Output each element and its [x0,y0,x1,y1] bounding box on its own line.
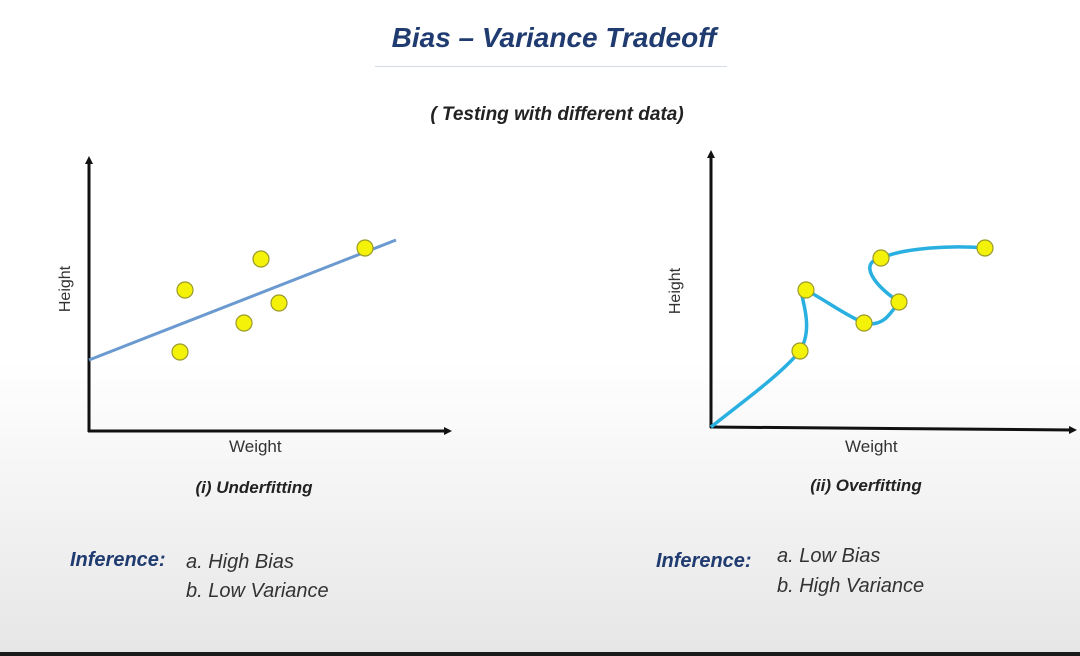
data-point [356,239,374,257]
left-inference-label: Inference: [70,549,166,571]
right-caption: (ii) Overfitting [810,476,922,495]
left-xlabel: Weight [229,437,282,456]
left-inference-item-b: b. Low Variance [186,580,329,602]
bottom-border [0,652,1080,656]
right-xlabel: Weight [845,437,898,456]
underfit-regression-line [88,238,397,362]
data-point [252,250,270,268]
overfitting-plot [707,150,1077,434]
data-point [872,249,890,267]
right-inference-item-b: b. High Variance [777,575,925,597]
data-point [270,294,288,312]
right-ylabel: Height [667,267,684,315]
data-point [797,281,815,299]
data-point [976,239,994,257]
underfitting-plot [85,156,452,435]
diagram-subtitle: ( Testing with different data) [430,104,684,125]
data-point [791,342,809,360]
left-inference-item-a: a. High Bias [186,551,294,573]
right-inference-label: Inference: [656,550,752,572]
data-point [855,314,873,332]
title-underline [375,66,727,67]
right-x-axis [709,425,1077,434]
overfit-curve [709,245,986,429]
diagram-title: Bias – Variance Tradeoff [391,22,717,53]
data-point [235,314,253,332]
data-point [171,343,189,361]
data-point [890,293,908,311]
right-inference-item-a: a. Low Bias [777,545,881,567]
data-point [176,281,194,299]
left-caption: (i) Underfitting [195,478,313,497]
left-ylabel: Height [57,265,74,313]
